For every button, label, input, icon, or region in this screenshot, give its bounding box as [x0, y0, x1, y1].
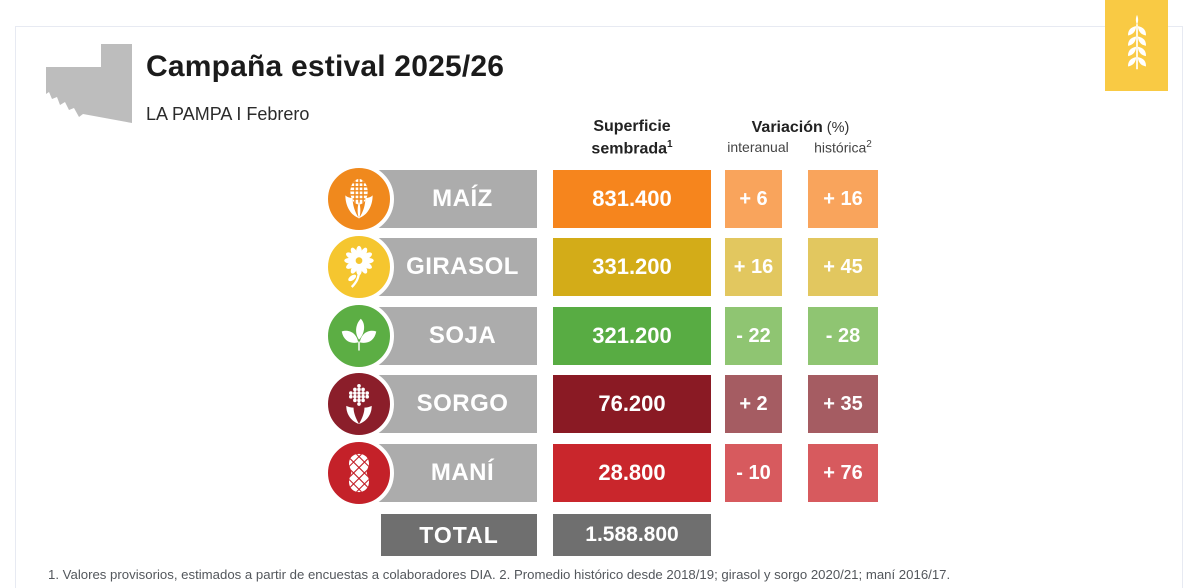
crop-row-sorgo: SORGO 76.200 + 2 + 35	[0, 369, 1200, 439]
historica-value: + 76	[808, 444, 878, 502]
interanual-value: + 16	[725, 238, 782, 296]
soybean-icon	[324, 301, 394, 371]
page-subtitle: LA PAMPA I Febrero	[146, 104, 310, 124]
subheader-historica: histórica2	[814, 139, 872, 156]
column-header-superficie: Superficie sembrada1	[553, 118, 711, 158]
brand-logo	[1105, 0, 1168, 91]
interanual-value: - 22	[725, 307, 782, 365]
total-label: TOTAL	[381, 514, 537, 556]
total-row: TOTAL 1.588.800	[0, 514, 1200, 556]
superficie-value: 831.400	[553, 170, 711, 228]
column-header-variacion: Variación (%)	[751, 119, 850, 136]
sorghum-icon	[324, 369, 394, 439]
total-value: 1.588.800	[553, 514, 711, 556]
crop-row-soja: SOJA 321.200 - 22 - 28	[0, 301, 1200, 371]
historica-value: + 45	[808, 238, 878, 296]
crop-row-mani: MANÍ 28.800 - 10 + 76	[0, 438, 1200, 508]
superficie-line2: sembrada1	[591, 139, 673, 158]
subheader-interanual: interanual	[727, 139, 789, 155]
superficie-value: 76.200	[553, 375, 711, 433]
superficie-value: 28.800	[553, 444, 711, 502]
superficie-value: 331.200	[553, 238, 711, 296]
crop-row-girasol: GIRASOL 331.200 + 16 + 45	[0, 232, 1200, 302]
la-pampa-map-icon	[46, 44, 132, 132]
crop-row-maiz: MAÍZ 831.400 + 6 + 16	[0, 164, 1200, 234]
corn-icon	[324, 164, 394, 234]
page-title: Campaña estival 2025/26	[146, 50, 505, 83]
interanual-value: + 2	[725, 375, 782, 433]
historica-value: + 35	[808, 375, 878, 433]
footnote: 1. Valores provisorios, estimados a part…	[48, 567, 951, 582]
interanual-value: - 10	[725, 444, 782, 502]
historica-value: - 28	[808, 307, 878, 365]
sunflower-icon	[324, 232, 394, 302]
superficie-value: 321.200	[553, 307, 711, 365]
wheat-icon	[1118, 13, 1156, 78]
historica-value: + 16	[808, 170, 878, 228]
interanual-value: + 6	[725, 170, 782, 228]
peanut-icon	[324, 438, 394, 508]
superficie-line1: Superficie	[593, 118, 671, 135]
